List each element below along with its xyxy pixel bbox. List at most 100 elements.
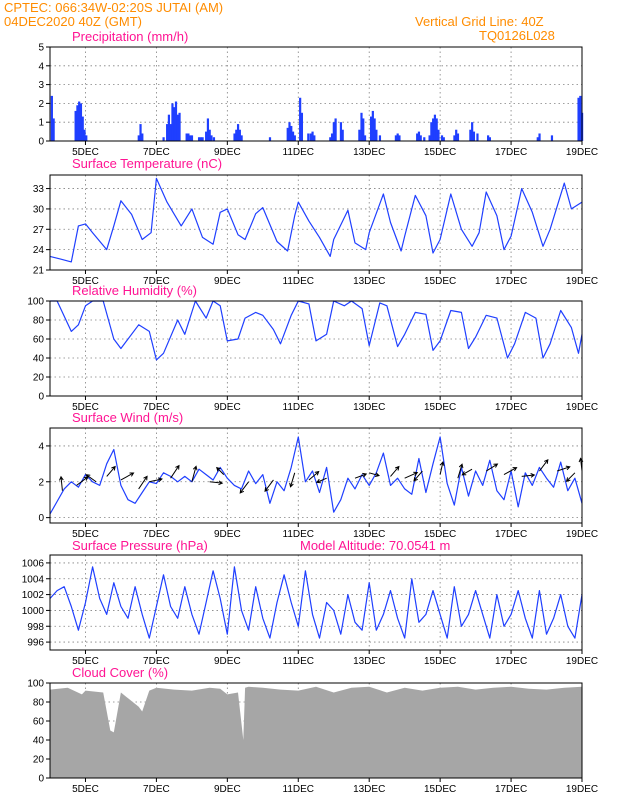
y-tick-label: 3 [38,80,44,91]
y-tick-label: 60 [33,717,45,728]
y-tick-label: 100 [27,297,44,308]
x-tick-label: 13DEC [353,276,385,287]
y-tick-label: 0 [38,774,44,785]
panel-wind: Surface Wind (m/s) 0 2 4 5DEC 7DEC 9DEC 11DEC 13… [38,410,598,540]
precip-bar [201,137,204,141]
precip-bar [433,114,437,141]
precip-bar [212,137,216,141]
panel-title: Relative Humidity (%) [72,283,197,298]
precip-bar [199,137,202,141]
precip-bar [162,137,165,141]
precip-bar [240,135,243,141]
precip-bar [178,112,181,141]
precip-bar [309,133,312,141]
y-tick-label: 4 [38,441,44,452]
precip-bar [236,124,240,141]
pres-series-line [49,566,583,639]
precip-bar [371,110,374,141]
precip-bar [472,131,476,141]
precip-bar [442,137,445,141]
precip-bar [74,110,77,141]
x-tick-label: 7DEC [143,402,170,413]
panel-frame [49,46,583,142]
precip-bar [79,103,83,141]
wind-arrow [461,468,473,476]
precip-bar [169,124,172,141]
precip-bar [173,107,176,141]
precip-bar [300,112,304,141]
precip-bar [360,112,363,141]
precip-bar [363,135,367,141]
panel-pres: Surface Pressure (hPa) Model Altitude: 70… [22,538,598,667]
precip-bar [416,133,419,141]
y-tick-label: 40 [33,736,45,747]
y-tick-label: 1000 [22,606,45,617]
y-tick-label: 2 [38,477,44,488]
wind-arrow [413,470,423,482]
x-tick-label: 15DEC [424,147,456,158]
wind-arrow [308,470,320,481]
precip-bar [171,103,174,141]
x-tick-label: 5DEC [72,147,99,158]
x-tick-label: 13DEC [353,656,385,667]
y-tick-label: 40 [33,354,45,365]
precip-bar [332,122,335,141]
x-tick-label: 19DEC [566,147,598,158]
precip-bar [286,127,289,141]
panel-precip: Precipitation (mm/h) 0 1 2 3 4 5 5DEC 7DEC 9DEC 11… [38,29,598,158]
y-tick-label: 30 [33,204,45,215]
wind-arrow [315,477,327,484]
precip-bar [233,133,236,141]
panel-frame [49,427,583,524]
precip-bar [369,116,373,141]
x-tick-label: 5DEC [72,656,99,667]
x-tick-label: 5DEC [72,784,99,795]
precip-bar [487,135,490,141]
precip-bar [290,125,293,141]
precip-bar [185,133,188,141]
precip-bar [268,137,272,141]
wind-arrow [557,465,571,472]
wind-arrow [191,465,198,482]
precip-bar [419,135,422,141]
y-tick-label: 1004 [22,574,45,585]
precip-bar [288,122,291,141]
precip-bar [476,133,479,141]
precip-bar [577,97,580,141]
x-tick-label: 15DEC [424,276,456,287]
precip-bar [398,135,401,141]
x-tick-label: 15DEC [424,529,456,540]
precip-bar [428,135,431,141]
y-tick-label: 100 [27,679,44,690]
y-tick-label: 21 [33,266,45,277]
precip-bar [210,135,213,141]
x-tick-label: 13DEC [353,529,385,540]
precip-bar [238,129,241,141]
precip-bar [362,118,365,141]
precip-bar [76,105,79,141]
precip-bar [313,135,316,141]
precip-bar [176,114,179,141]
panel-cloud: Cloud Cover (%) 0 20 40 60 80 100 5DEC 7DEC 9DEC 1… [27,665,598,795]
precip-bar [339,122,343,141]
panel-title: Surface Wind (m/s) [72,410,183,425]
wind-arrow [170,464,180,479]
x-tick-label: 7DEC [143,784,170,795]
x-tick-label: 19DEC [566,529,598,540]
precip-bar [417,131,421,141]
precip-bar [373,118,376,141]
x-tick-label: 19DEC [566,402,598,413]
wind-arrow [369,472,381,477]
y-tick-label: 27 [33,225,45,236]
y-tick-label: 0 [38,513,44,524]
x-tick-label: 15DEC [424,784,456,795]
precip-bar [375,129,378,141]
precip-bar [341,129,344,141]
wind-arrow [138,475,148,490]
precip-bar [205,131,208,141]
wind-arrow [354,472,368,479]
precip-bar [579,95,582,141]
precip-bar [291,131,295,141]
precip-bar [330,133,334,141]
